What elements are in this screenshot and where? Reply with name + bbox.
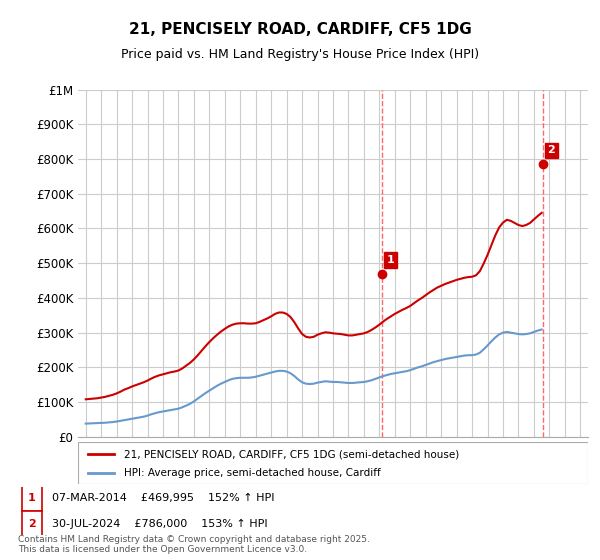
Text: 30-JUL-2024    £786,000    153% ↑ HPI: 30-JUL-2024 £786,000 153% ↑ HPI <box>52 519 268 529</box>
FancyBboxPatch shape <box>22 484 42 511</box>
Text: 1: 1 <box>28 493 35 503</box>
Text: 2: 2 <box>548 146 555 156</box>
Text: 21, PENCISELY ROAD, CARDIFF, CF5 1DG: 21, PENCISELY ROAD, CARDIFF, CF5 1DG <box>128 22 472 38</box>
Text: 2: 2 <box>28 519 35 529</box>
Text: 21, PENCISELY ROAD, CARDIFF, CF5 1DG (semi-detached house): 21, PENCISELY ROAD, CARDIFF, CF5 1DG (se… <box>124 449 459 459</box>
FancyBboxPatch shape <box>22 511 42 538</box>
FancyBboxPatch shape <box>78 442 588 484</box>
Text: Contains HM Land Registry data © Crown copyright and database right 2025.
This d: Contains HM Land Registry data © Crown c… <box>18 535 370 554</box>
Text: 1: 1 <box>386 255 394 265</box>
Text: 07-MAR-2014    £469,995    152% ↑ HPI: 07-MAR-2014 £469,995 152% ↑ HPI <box>52 493 275 503</box>
Text: HPI: Average price, semi-detached house, Cardiff: HPI: Average price, semi-detached house,… <box>124 468 380 478</box>
Text: Price paid vs. HM Land Registry's House Price Index (HPI): Price paid vs. HM Land Registry's House … <box>121 48 479 60</box>
